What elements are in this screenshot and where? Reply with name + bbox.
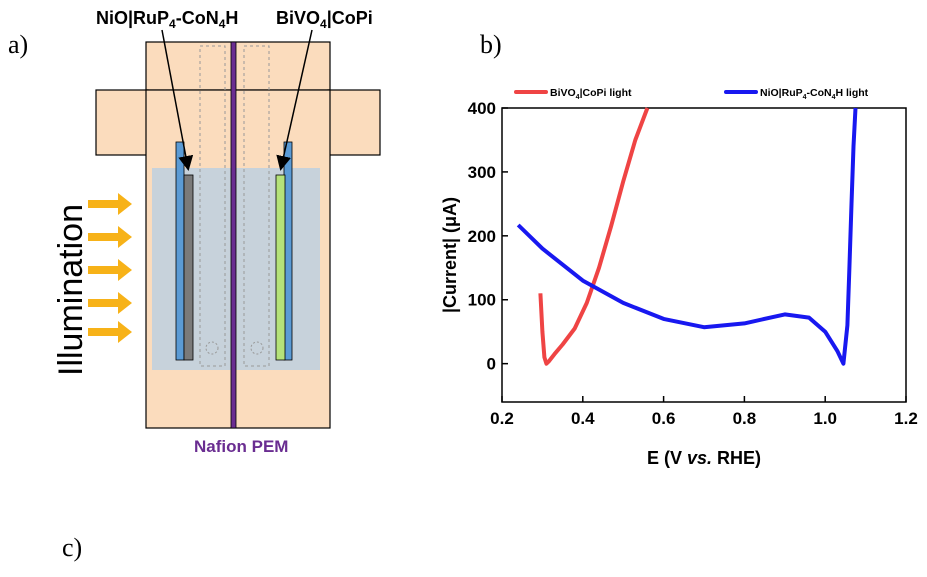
y-tick-label-3: 300 <box>468 163 496 182</box>
panel-label-a: a) <box>8 30 29 59</box>
series-line-1 <box>538 107 650 366</box>
tube-left <box>199 45 226 367</box>
x-tick-label-4: 1.0 <box>813 409 837 428</box>
tube-right <box>243 45 270 367</box>
illumination-arrow-5 <box>88 321 132 343</box>
plot-frame <box>501 107 907 403</box>
left-electrode-holder <box>175 141 185 361</box>
legend: BiVO4|CoPi light NiO|RuP4-CoN4H light <box>514 87 869 101</box>
y-tick-label-1: 100 <box>468 291 496 310</box>
tube-left-bubble <box>205 341 219 355</box>
cell-flange-left <box>95 89 149 156</box>
left-label-arrow <box>161 29 194 171</box>
left-electrode <box>183 174 194 361</box>
illumination-arrow-4 <box>88 292 132 314</box>
ticks: 0.2 0.4 0.6 0.8 1.0 1.2 0 100 200 300 400 <box>468 99 918 428</box>
legend-label-1: BiVO4|CoPi light <box>550 87 632 101</box>
legend-label-2: NiO|RuP4-CoN4H light <box>760 87 869 101</box>
membrane-label: Nafion PEM <box>194 437 288 456</box>
right-electrode-label: BiVO4|CoPi <box>276 8 373 31</box>
x-tick-label-1: 0.4 <box>571 409 595 428</box>
y-tick-label-0: 0 <box>487 355 496 374</box>
left-electrode-label: NiO|RuP4-CoN4H <box>96 8 238 31</box>
cell-body-top <box>145 41 331 91</box>
cell-diagram: NiO|RuP4-CoN4H BiVO4|CoPi Nafion PEM Ill… <box>52 8 381 456</box>
membrane <box>230 41 237 429</box>
y-tick-label-2: 200 <box>468 227 496 246</box>
illumination-arrow-3 <box>88 259 132 281</box>
illumination-arrows <box>88 193 132 343</box>
x-tick-label-5: 1.2 <box>894 409 918 428</box>
right-label-arrow <box>276 29 313 171</box>
x-tick-label-0: 0.2 <box>490 409 514 428</box>
illumination-arrow-1 <box>88 193 132 215</box>
cell-flange-right <box>327 89 381 156</box>
x-tick-label-3: 0.8 <box>733 409 757 428</box>
y-tick-label-4: 400 <box>468 99 496 118</box>
right-electrode <box>275 174 286 361</box>
illumination-label: Illumination <box>52 204 90 376</box>
tube-right-bubble <box>250 341 264 355</box>
y-axis-label: |Current| (μA) <box>440 197 460 313</box>
x-axis-label: E (V vs. RHE) <box>647 448 761 468</box>
illumination-arrow-2 <box>88 226 132 248</box>
series-lines <box>516 107 858 366</box>
series-line-2 <box>516 107 858 366</box>
current-chart: 0.2 0.4 0.6 0.8 1.0 1.2 0 100 200 300 400 BiVO4|Co… <box>440 87 918 468</box>
x-tick-label-2: 0.6 <box>652 409 676 428</box>
panel-label-b: b) <box>480 30 502 59</box>
panel-label-c: c) <box>62 533 83 562</box>
